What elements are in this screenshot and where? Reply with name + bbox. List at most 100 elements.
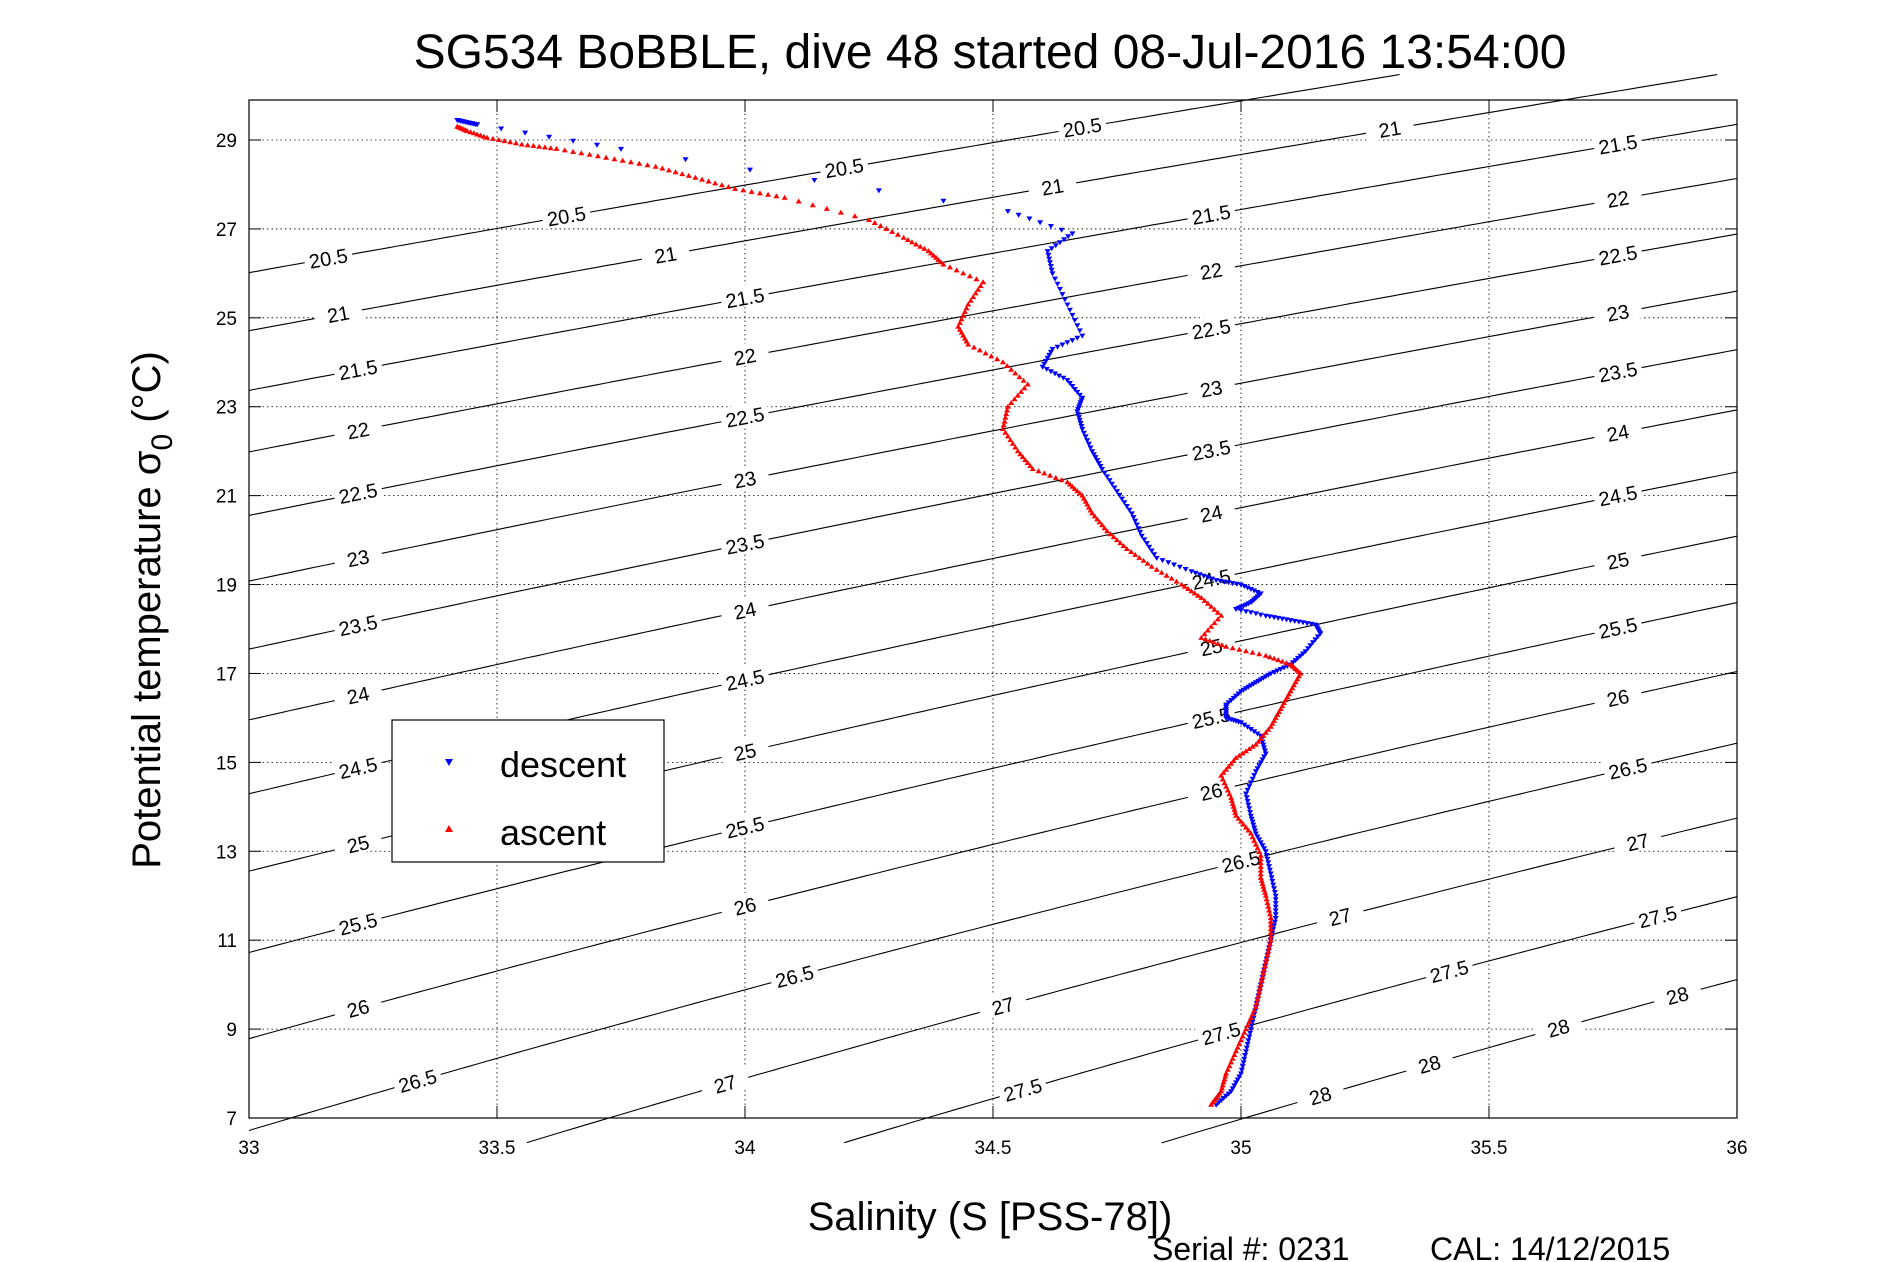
descent-point [1066, 307, 1073, 313]
descent-point [1074, 409, 1081, 415]
descent-point [1061, 237, 1068, 243]
descent-point [1143, 541, 1150, 547]
descent-point [1255, 678, 1262, 684]
ascent-point [541, 144, 548, 150]
ascent-point [561, 147, 568, 153]
ascent-point [1004, 433, 1011, 439]
ascent-point [1229, 1055, 1236, 1061]
descent-point [1252, 828, 1259, 834]
ascent-point [1019, 454, 1026, 460]
descent-point [1076, 392, 1083, 398]
contour-label-bg [331, 905, 384, 939]
ascent-point [1234, 1044, 1241, 1050]
descent-point [1238, 608, 1244, 614]
ascent-point [1208, 1101, 1215, 1107]
descent-point [1043, 366, 1050, 372]
descent-point [1244, 724, 1251, 730]
descent-point [1146, 544, 1153, 550]
descent-point [1095, 461, 1102, 466]
descent-point [1247, 810, 1254, 815]
ascent-point [1041, 470, 1048, 476]
contour-label: 22 [732, 345, 758, 371]
descent-point [1064, 378, 1071, 384]
ascent-point [1267, 929, 1274, 935]
descent-point [1242, 1053, 1249, 1058]
descent-point [1240, 687, 1247, 693]
ascent-point [1249, 834, 1256, 840]
descent-point [1257, 840, 1264, 846]
descent-point [1262, 748, 1268, 754]
descent-point [1247, 813, 1254, 819]
x-tick-label: 34 [734, 1138, 756, 1159]
descent-point [1047, 349, 1054, 355]
descent-point [1243, 795, 1250, 801]
contour-label-bg [312, 297, 364, 328]
ascent-point [1239, 1033, 1246, 1039]
ascent-point [1257, 852, 1264, 858]
descent-point [1052, 371, 1058, 377]
ascent-point [1264, 952, 1271, 957]
descent-point [1233, 607, 1239, 612]
ascent-point [1257, 874, 1264, 880]
contour-label-bg [1184, 700, 1237, 733]
descent-point [1046, 352, 1053, 358]
ascent-point [1262, 729, 1269, 735]
ascent-point [756, 190, 763, 196]
descent-point [1254, 766, 1261, 772]
contour-label-bg [639, 237, 691, 269]
descent-point [1251, 729, 1258, 735]
descent-point [1076, 415, 1082, 421]
ascent-point [1099, 522, 1106, 528]
ascent-point [718, 182, 725, 188]
descent-point [1264, 856, 1271, 862]
ascent-point [1195, 592, 1201, 598]
contour-label: 22 [345, 419, 371, 445]
ascent-point [1260, 970, 1267, 976]
y-tick-label: 9 [226, 1020, 237, 1041]
ascent-point [1066, 481, 1073, 487]
descent-point [1251, 773, 1258, 778]
ascent-point [480, 133, 487, 139]
descent-point [940, 198, 947, 204]
descent-point [1291, 618, 1298, 624]
ascent-point [1236, 752, 1243, 758]
contour-label-bg [996, 1070, 1049, 1106]
contour-label-bg [1591, 354, 1644, 386]
ascent-point [1259, 880, 1266, 886]
isopycnal-line [248, 602, 1738, 954]
ascent-point [1251, 1007, 1258, 1013]
y-tick-label: 13 [216, 842, 237, 863]
ascent-point [1136, 554, 1143, 560]
descent-point [1071, 318, 1078, 323]
contour-label: 23 [345, 546, 371, 572]
ascent-point [940, 261, 947, 267]
ascent-point [1257, 860, 1264, 866]
ascent-point [1219, 642, 1225, 648]
descent-point [1266, 864, 1273, 870]
contour-label-bg [1056, 110, 1108, 141]
descent-point [1047, 260, 1053, 266]
descent-point [1260, 742, 1267, 748]
descent-point [1080, 430, 1087, 436]
ascent-point [1254, 845, 1261, 851]
ascent-point [960, 312, 967, 318]
descent-point [1087, 445, 1094, 451]
isopycnal-line [248, 409, 1738, 721]
ascent-point [1022, 457, 1029, 463]
contour-label-bg [390, 1061, 444, 1097]
ascent-point [773, 193, 780, 199]
ascent-point [1267, 933, 1274, 939]
ascent-point [570, 148, 577, 154]
ascent-point [1267, 918, 1274, 924]
ascent-point [1257, 981, 1264, 987]
ascent-point [1223, 1070, 1230, 1076]
descent-point [1046, 256, 1053, 262]
descent-point [1058, 227, 1065, 233]
descent-point [1249, 819, 1256, 825]
descent-point [1085, 441, 1092, 447]
ascent-point [837, 209, 844, 215]
ascent-point [1002, 414, 1009, 420]
ascent-point [1219, 1082, 1226, 1088]
descent-point [1281, 665, 1287, 671]
descent-point [1037, 220, 1044, 226]
